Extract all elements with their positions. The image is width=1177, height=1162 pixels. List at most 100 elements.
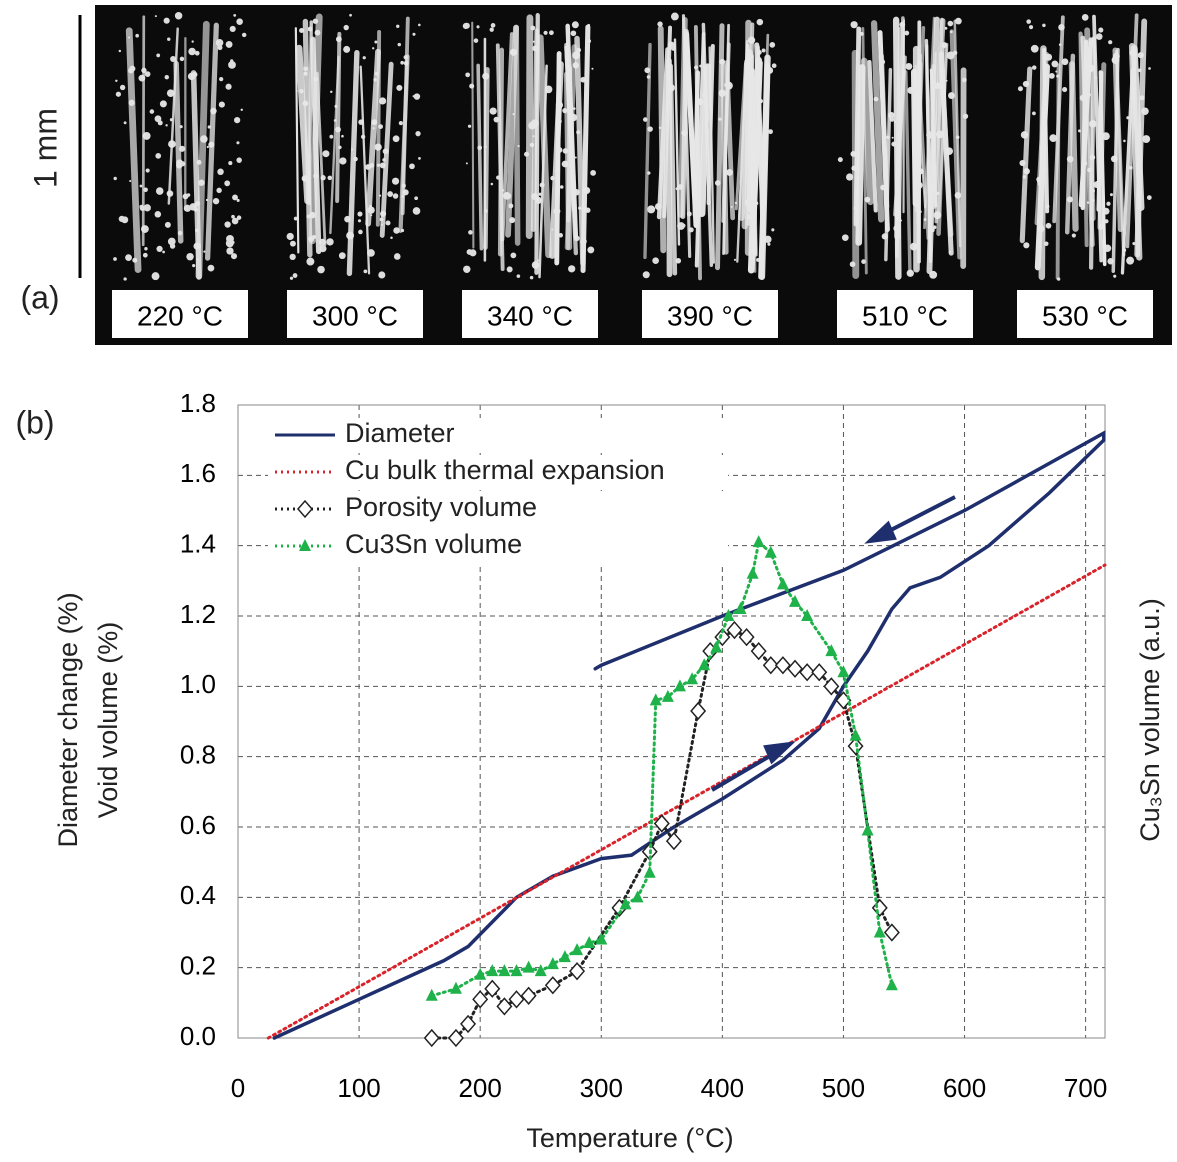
streak	[375, 30, 382, 227]
marker	[825, 644, 838, 657]
marker	[750, 642, 767, 661]
grain	[733, 258, 737, 261]
grain	[549, 30, 554, 36]
grain	[767, 242, 771, 246]
grain	[891, 136, 894, 139]
grain	[236, 198, 240, 202]
y-tick-label: 1.6	[180, 458, 216, 488]
arrow	[710, 751, 777, 792]
temperature-label: 390 °C	[667, 300, 753, 331]
marker	[883, 923, 900, 942]
grain	[1051, 60, 1059, 68]
grain	[166, 89, 175, 97]
grain	[1098, 27, 1104, 33]
legend-label: Cu bulk thermal expansion	[345, 455, 665, 485]
grain	[372, 47, 375, 50]
grain	[123, 277, 127, 281]
grain	[392, 193, 399, 199]
grain	[465, 72, 471, 78]
marker	[619, 897, 632, 910]
streak	[1112, 47, 1124, 233]
grain	[217, 168, 224, 176]
grain	[387, 191, 394, 197]
marker	[823, 677, 840, 696]
temperature-label: 220 °C	[137, 300, 223, 331]
marker	[738, 627, 755, 647]
grain	[1026, 19, 1031, 24]
grain	[385, 220, 391, 226]
grain	[157, 120, 163, 126]
marker	[520, 986, 537, 1005]
streak	[904, 70, 912, 276]
grain	[292, 273, 298, 278]
grain	[306, 257, 315, 266]
grain	[571, 21, 579, 29]
grain	[1071, 233, 1076, 238]
grain	[151, 272, 160, 281]
streak	[656, 47, 670, 220]
grain	[390, 236, 393, 239]
grain	[1023, 242, 1030, 249]
streak	[751, 68, 757, 273]
grain	[218, 101, 225, 108]
streak	[877, 30, 890, 232]
label-box	[287, 290, 423, 338]
streak	[359, 65, 371, 275]
grain	[234, 117, 241, 124]
grain	[1061, 58, 1069, 66]
grain	[1032, 111, 1036, 116]
legend: Diameter Cu bulk thermal expansion Porosit…	[268, 418, 728, 564]
grain	[412, 32, 416, 36]
grain	[113, 176, 117, 181]
grain	[203, 250, 206, 253]
streak	[939, 66, 954, 238]
marker	[673, 679, 686, 692]
y-tick-label: 0.0	[180, 1021, 216, 1051]
streak	[500, 32, 514, 242]
arrow	[884, 495, 956, 535]
grain	[396, 84, 403, 91]
streak	[694, 32, 706, 268]
y2-axis-title: Cu₃Sn volume (a.u.)	[1135, 598, 1165, 842]
temperature-label: 300 °C	[312, 300, 398, 331]
grain	[591, 67, 594, 70]
grain	[230, 253, 238, 260]
streak	[574, 35, 586, 267]
y-tick-label: 1.8	[180, 388, 216, 418]
micrograph-strip	[95, 5, 1172, 345]
grain	[231, 217, 239, 225]
streak	[565, 23, 579, 239]
x-tick-label: 300	[580, 1073, 623, 1103]
grain	[850, 21, 858, 29]
streak	[365, 48, 381, 227]
marker	[752, 535, 765, 548]
label-box	[112, 290, 248, 338]
marker	[787, 659, 804, 678]
grain	[228, 161, 233, 166]
streak	[892, 16, 902, 280]
grain	[326, 238, 334, 246]
grain	[229, 25, 236, 33]
x-tick-label: 500	[822, 1073, 865, 1103]
grain	[115, 91, 122, 97]
legend-label: Diameter	[345, 418, 455, 448]
grain	[163, 17, 170, 24]
marker	[474, 967, 487, 980]
streak	[379, 61, 394, 238]
streak	[310, 36, 322, 255]
streak	[513, 24, 521, 246]
grain	[469, 249, 477, 257]
marker	[762, 656, 779, 675]
streak	[925, 44, 931, 239]
grain	[1148, 67, 1151, 70]
micrographs: 220 °C 300 °C 340 °C 390 °C 510 °C 530 °C	[112, 12, 1153, 338]
grain	[159, 100, 167, 108]
grain	[1106, 201, 1111, 206]
marker	[571, 943, 584, 956]
streak	[860, 57, 874, 206]
marker	[764, 545, 777, 558]
grain	[293, 216, 298, 221]
grain	[587, 246, 595, 254]
grain	[167, 237, 176, 246]
streak	[1096, 70, 1104, 212]
